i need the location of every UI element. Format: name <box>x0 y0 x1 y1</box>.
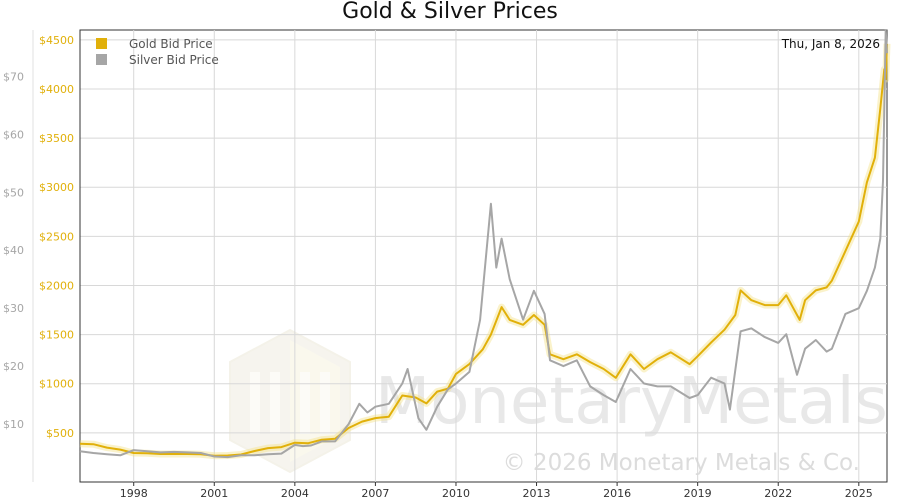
gold-axis-tick-label: $1500 <box>39 329 74 342</box>
year-axis: 1998 2001 2004 2007 2010 2013 2016 2019 2022 2025 <box>120 482 873 500</box>
gold-axis-tick-label: $3000 <box>39 181 74 194</box>
silver-price-axis: $10 $20 $30 $40 $50 $60 $70 <box>3 30 34 482</box>
chart-title: Gold & Silver Prices <box>342 0 558 24</box>
watermark-brand-b: Metals <box>678 365 888 439</box>
silver-axis-tick-label: $40 <box>3 244 24 257</box>
year-axis-tick-label: 2016 <box>603 487 631 500</box>
year-axis-tick-label: 2025 <box>845 487 873 500</box>
watermark-copyright: © 2026 Monetary Metals & Co. <box>503 450 860 476</box>
year-axis-tick-label: 1998 <box>120 487 148 500</box>
year-axis-tick-label: 2004 <box>281 487 309 500</box>
year-axis-tick-label: 2013 <box>523 487 551 500</box>
gold-axis-tick-label: $1000 <box>39 378 74 391</box>
gold-legend-swatch[interactable] <box>96 38 107 49</box>
silver-bid-price-line <box>79 29 888 459</box>
year-axis-tick-label: 2001 <box>200 487 228 500</box>
gold-axis-tick-label: $4500 <box>39 34 74 47</box>
gold-bid-price-line <box>79 43 888 457</box>
silver-axis-tick-label: $20 <box>3 360 24 373</box>
watermark: MonetaryMetals© 2026 Monetary Metals & C… <box>229 328 888 476</box>
year-axis-tick-label: 2010 <box>442 487 470 500</box>
silver-axis-tick-label: $10 <box>3 418 24 431</box>
gold-axis-tick-label: $4000 <box>39 83 74 96</box>
year-axis-tick-label: 2022 <box>764 487 792 500</box>
silver-axis-tick-label: $70 <box>3 70 24 83</box>
gold-axis-tick-label: $2500 <box>39 230 74 243</box>
series-layer <box>79 29 891 460</box>
legend: Gold Bid Price Silver Bid Price <box>96 37 219 67</box>
gold-axis-tick-label: $3500 <box>39 132 74 145</box>
silver-axis-tick-label: $60 <box>3 128 24 141</box>
gold-axis-tick-label: $500 <box>46 427 74 440</box>
silver-axis-tick-label: $30 <box>3 302 24 315</box>
gold-axis-tick-label: $2000 <box>39 279 74 292</box>
year-axis-tick-label: 2007 <box>361 487 389 500</box>
date-label: Thu, Jan 8, 2026 <box>781 37 880 51</box>
silver-legend-label[interactable]: Silver Bid Price <box>129 53 219 67</box>
silver-legend-swatch[interactable] <box>96 54 107 65</box>
watermark-logo <box>229 328 351 474</box>
silver-axis-tick-label: $50 <box>3 186 24 199</box>
year-axis-tick-label: 2019 <box>684 487 712 500</box>
gold-legend-label[interactable]: Gold Bid Price <box>129 37 213 51</box>
gold-price-axis: $500 $1000 $1500 $2000 $2500 $3000 $3500 $4000 $… <box>39 30 81 482</box>
